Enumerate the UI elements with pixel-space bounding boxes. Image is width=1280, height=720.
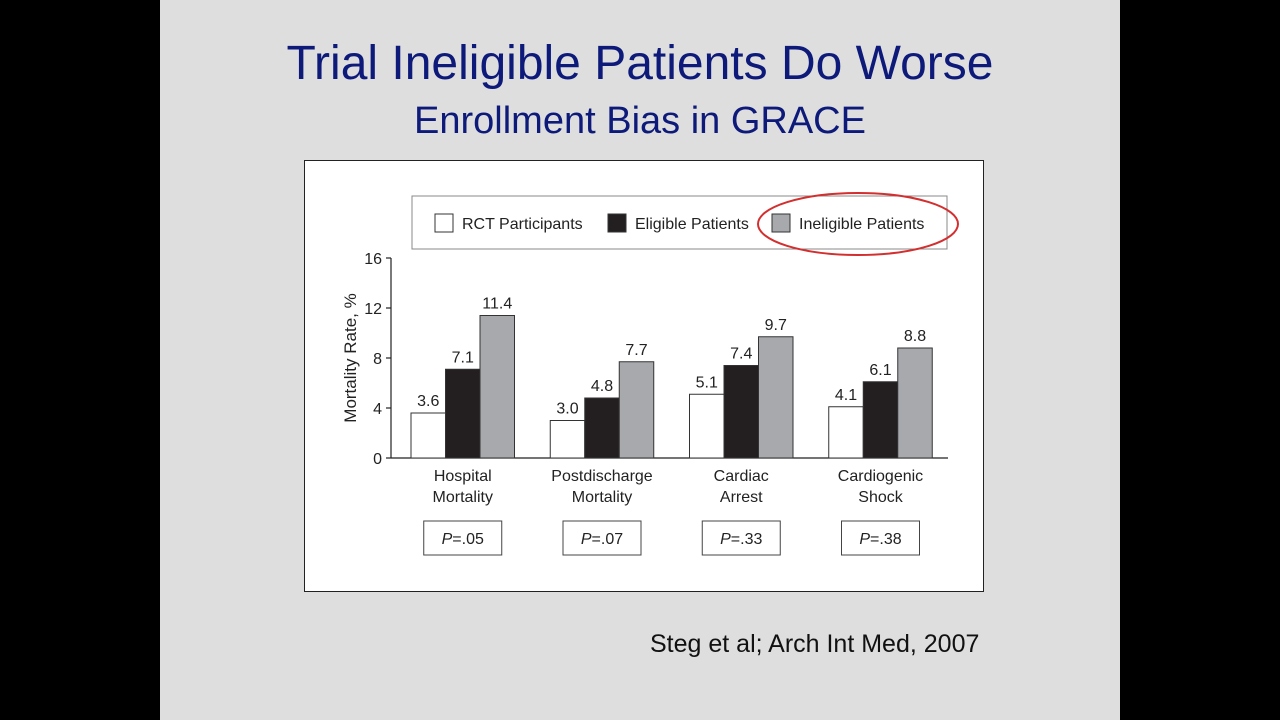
category-label-3-1: Shock bbox=[858, 489, 903, 506]
bar-0-2 bbox=[479, 315, 515, 459]
bar-value-label-1-0: 3.0 bbox=[556, 401, 578, 418]
slide-title: Trial Ineligible Patients Do Worse bbox=[286, 37, 994, 90]
mortality-bar-chart: RCT Participants Eligible Patients Ineligi… bbox=[341, 192, 959, 556]
bar-1-1 bbox=[584, 397, 620, 459]
p-value-label-1: P=.07 bbox=[581, 531, 623, 548]
bar-0-1 bbox=[445, 368, 481, 459]
p-value-box-0 bbox=[423, 520, 503, 556]
bar-value-label-0-1: 7.1 bbox=[452, 349, 474, 366]
bar-value-label-3-1: 6.1 bbox=[869, 362, 891, 379]
p-value-box-3 bbox=[841, 520, 920, 556]
category-label-2-1: Arrest bbox=[720, 489, 763, 506]
y-tick-label-1: 4 bbox=[373, 401, 382, 418]
legend-label-2: Ineligible Patients bbox=[799, 216, 924, 233]
bar-0-0 bbox=[410, 412, 446, 459]
slide: Trial Ineligible Patients Do Worse Enrol… bbox=[160, 0, 1120, 720]
bar-1-2 bbox=[618, 361, 655, 459]
p-value-label-0: P=.05 bbox=[442, 531, 484, 548]
citation: Steg et al; Arch Int Med, 2007 bbox=[650, 630, 980, 658]
bar-1-0 bbox=[549, 420, 586, 459]
legend-highlight-ellipse bbox=[757, 192, 959, 256]
p-value-box-1 bbox=[562, 520, 642, 556]
y-tick-label-4: 16 bbox=[364, 251, 382, 268]
bar-2-1 bbox=[723, 365, 759, 459]
bar-2-0 bbox=[689, 393, 725, 459]
category-label-2-0: Cardiac bbox=[714, 468, 769, 485]
bar-3-0 bbox=[828, 406, 864, 459]
bar-value-label-1-2: 7.7 bbox=[625, 342, 647, 359]
y-tick-label-3: 12 bbox=[364, 301, 382, 318]
p-value-box-2 bbox=[701, 520, 781, 556]
p-value-label-2: P=.33 bbox=[720, 531, 762, 548]
bar-value-label-2-0: 5.1 bbox=[696, 374, 718, 391]
bar-value-label-1-1: 4.8 bbox=[591, 378, 613, 395]
slide-subtitle: Enrollment Bias in GRACE bbox=[414, 100, 866, 142]
category-label-3-0: Cardiogenic bbox=[838, 468, 923, 485]
bar-2-2 bbox=[758, 336, 794, 459]
category-label-0-0: Hospital bbox=[434, 468, 492, 485]
category-label-0-1: Mortality bbox=[433, 489, 493, 506]
legend-box bbox=[411, 195, 948, 250]
bar-value-label-2-2: 9.7 bbox=[765, 317, 787, 334]
bar-value-label-0-0: 3.6 bbox=[417, 393, 439, 410]
category-label-1-0: Postdischarge bbox=[551, 468, 652, 485]
bar-3-1 bbox=[862, 381, 899, 459]
legend-swatch-2 bbox=[771, 213, 791, 233]
legend-label-1: Eligible Patients bbox=[635, 216, 749, 233]
bar-3-2 bbox=[897, 347, 933, 459]
bar-value-label-0-2: 11.4 bbox=[482, 296, 512, 313]
bar-value-label-3-0: 4.1 bbox=[835, 387, 857, 404]
y-tick-label-2: 8 bbox=[373, 351, 382, 368]
p-value-label-3: P=.38 bbox=[859, 531, 901, 548]
y-tick-label-0: 0 bbox=[373, 451, 382, 468]
y-axis-label: Mortality Rate, % bbox=[341, 293, 360, 422]
bar-value-label-2-1: 7.4 bbox=[730, 346, 752, 363]
legend-swatch-0 bbox=[434, 213, 454, 233]
category-label-1-1: Mortality bbox=[572, 489, 632, 506]
bar-value-label-3-2: 8.8 bbox=[904, 328, 926, 345]
chart-figure: RCT Participants Eligible Patients Ineligi… bbox=[304, 160, 984, 592]
legend-label-0: RCT Participants bbox=[462, 216, 583, 233]
legend-swatch-1 bbox=[607, 213, 627, 233]
